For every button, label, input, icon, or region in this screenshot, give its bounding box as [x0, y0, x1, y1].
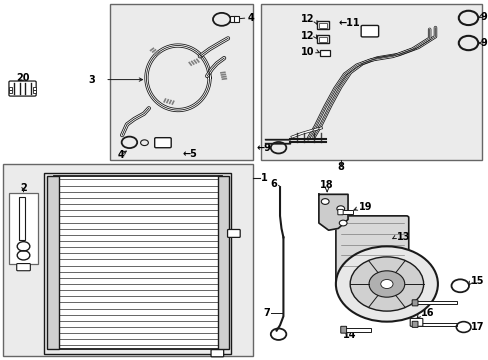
Text: 3: 3 — [88, 75, 95, 85]
Text: 2: 2 — [20, 183, 27, 193]
FancyBboxPatch shape — [316, 21, 328, 29]
Polygon shape — [318, 194, 347, 230]
Bar — [110, 4, 253, 160]
Text: 7: 7 — [263, 308, 270, 318]
Text: 4: 4 — [118, 150, 124, 160]
Circle shape — [336, 206, 344, 212]
Text: ←5: ←5 — [183, 149, 197, 159]
Text: ←11: ←11 — [338, 18, 360, 28]
Text: ←9: ←9 — [256, 143, 271, 153]
Bar — [9, 193, 38, 264]
Bar — [47, 176, 59, 348]
FancyBboxPatch shape — [335, 216, 408, 284]
FancyBboxPatch shape — [211, 350, 223, 357]
Text: 17: 17 — [470, 322, 484, 332]
Text: 13: 13 — [396, 232, 409, 242]
Bar — [44, 173, 231, 354]
FancyBboxPatch shape — [318, 23, 326, 28]
Bar — [415, 323, 456, 326]
Bar — [9, 87, 12, 90]
Text: 4: 4 — [247, 13, 254, 23]
FancyBboxPatch shape — [411, 321, 417, 327]
Circle shape — [368, 271, 404, 297]
Bar — [217, 176, 228, 348]
Text: 6: 6 — [270, 179, 277, 189]
Text: 9: 9 — [479, 38, 486, 48]
Circle shape — [349, 257, 423, 311]
Bar — [33, 90, 36, 93]
Bar — [19, 197, 25, 240]
Bar — [344, 328, 370, 332]
Text: 19: 19 — [359, 202, 372, 212]
Text: 16: 16 — [420, 308, 433, 318]
FancyBboxPatch shape — [318, 37, 326, 42]
FancyBboxPatch shape — [316, 36, 328, 43]
FancyBboxPatch shape — [17, 264, 30, 271]
Text: 14: 14 — [343, 330, 356, 340]
Bar — [3, 164, 253, 356]
FancyBboxPatch shape — [337, 210, 343, 215]
Text: 1: 1 — [260, 173, 267, 183]
Bar — [9, 90, 12, 93]
Bar — [340, 211, 352, 214]
Text: 15: 15 — [470, 276, 484, 286]
Circle shape — [321, 199, 328, 204]
FancyBboxPatch shape — [411, 300, 417, 306]
FancyBboxPatch shape — [154, 138, 171, 148]
Circle shape — [335, 246, 437, 321]
FancyBboxPatch shape — [409, 319, 422, 326]
Bar — [260, 4, 481, 160]
FancyBboxPatch shape — [9, 81, 36, 96]
Bar — [415, 301, 456, 305]
FancyBboxPatch shape — [340, 326, 346, 333]
Text: 20: 20 — [16, 73, 29, 83]
Text: 18: 18 — [320, 180, 333, 190]
Circle shape — [380, 279, 392, 288]
FancyBboxPatch shape — [361, 26, 378, 37]
Text: 10: 10 — [300, 47, 313, 57]
FancyBboxPatch shape — [227, 229, 240, 237]
Text: 9: 9 — [479, 12, 486, 22]
Bar — [33, 87, 36, 90]
Text: 12: 12 — [300, 31, 313, 41]
Bar — [233, 17, 239, 22]
Text: 8: 8 — [337, 162, 344, 172]
Circle shape — [339, 220, 346, 226]
Bar — [230, 17, 236, 22]
FancyBboxPatch shape — [319, 50, 329, 56]
Text: 12: 12 — [300, 14, 313, 24]
Bar — [54, 176, 221, 348]
